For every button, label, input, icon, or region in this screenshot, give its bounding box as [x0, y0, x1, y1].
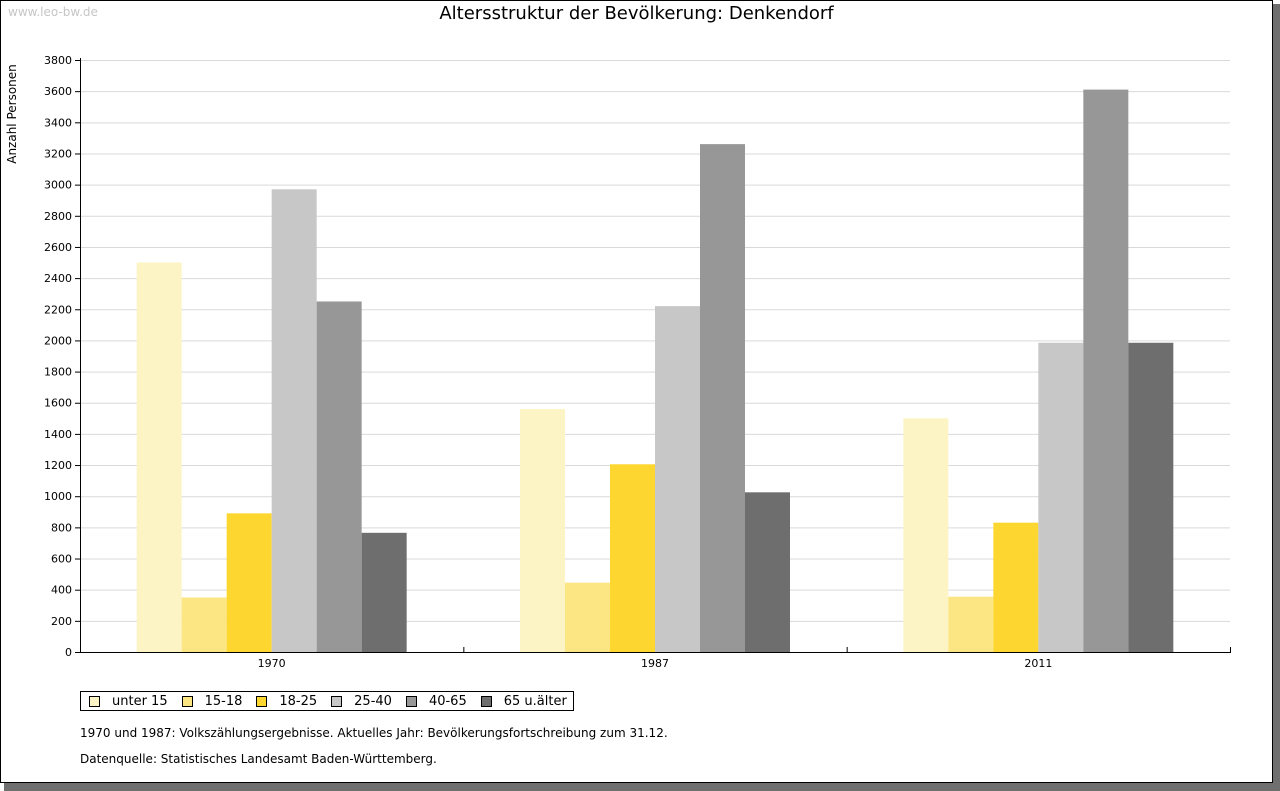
y-tick-label: 3200 [44, 147, 72, 160]
bar-1970-25-40 [271, 189, 317, 652]
legend-item: unter 15 [89, 694, 168, 709]
x-tick-label: 2011 [1024, 657, 1052, 670]
y-tick-label: 2800 [44, 210, 72, 223]
bar-2011-40-65 [1083, 89, 1129, 653]
legend-label: 40-65 [428, 693, 467, 709]
bar-1987-18-25 [610, 464, 655, 652]
legend-swatch [89, 695, 100, 707]
y-tick-label: 2200 [44, 303, 72, 316]
note-census: 1970 und 1987: Volkszählungsergebnisse. … [80, 726, 668, 740]
bar-2011-25-40 [1038, 342, 1084, 652]
y-tick-label: 1200 [44, 459, 72, 472]
legend-item: 25-40 [331, 694, 392, 709]
bar-1987-unter-15 [520, 408, 565, 652]
chart-title: Altersstruktur der Bevölkerung: Denkendo… [439, 3, 834, 24]
y-tick-label: 1000 [44, 490, 72, 503]
legend-item: 65 u.älter [480, 693, 567, 709]
bar-2011-15-18 [948, 596, 994, 652]
bar-1987-40-65 [700, 144, 745, 652]
x-tick-label: 1970 [258, 657, 286, 670]
legend: unter 15 15-18 18-25 25-40 40-65 65 u.älter [80, 691, 574, 711]
legend-label: unter 15 [112, 693, 168, 709]
legend-swatch [181, 695, 193, 707]
legend-swatch [331, 695, 343, 707]
y-tick-label: 1800 [44, 366, 72, 379]
legend-label: 65 u.älter [503, 693, 567, 709]
y-tick-label: 1400 [44, 428, 72, 441]
legend-item: 15-18 [181, 693, 243, 709]
y-tick-label: 3800 [44, 54, 72, 67]
y-tick-label: 0 [65, 646, 72, 659]
legend-swatch [256, 695, 268, 707]
frame-shadow-right [1273, 4, 1280, 791]
y-tick-label: 200 [51, 615, 72, 628]
bar-1970-65-u-lter [361, 532, 407, 652]
y-tick-label: 600 [51, 553, 72, 566]
y-tick-label: 2000 [44, 334, 72, 347]
y-tick-label: 2400 [44, 272, 72, 285]
bar-1987-25-40 [655, 306, 700, 652]
legend-item: 40-65 [405, 693, 467, 709]
bar-1987-15-18 [565, 582, 610, 652]
y-tick-label: 2600 [44, 241, 72, 254]
y-tick-label: 3400 [44, 116, 72, 129]
y-tick-label: 1600 [44, 397, 72, 410]
bar-chart: 0 200 400 600 800 1000 1200 1400 1600 1800 2000 220… [5, 54, 1231, 670]
note-source: Datenquelle: Statistisches Landesamt Bad… [80, 752, 437, 766]
y-axis-label: Anzahl Personen [5, 64, 19, 164]
y-tick-label: 800 [51, 521, 72, 534]
bar-1970-18-25 [226, 513, 272, 652]
y-tick-label: 3600 [44, 85, 72, 98]
bar-1970-unter-15 [136, 262, 182, 652]
y-tick-label: 3000 [44, 179, 72, 192]
legend-swatch [480, 695, 492, 707]
bar-2011-18-25 [993, 522, 1039, 652]
legend-item: 18-25 [256, 694, 317, 709]
bar-1987-65-u-lter [745, 492, 790, 652]
bar-1970-15-18 [181, 597, 227, 652]
bars [136, 89, 1174, 653]
y-tick-label: 400 [51, 584, 72, 597]
watermark: www.leo-bw.de [8, 5, 98, 19]
legend-swatch [405, 695, 417, 707]
legend-label: 25-40 [354, 693, 392, 709]
legend-label: 18-25 [279, 693, 318, 709]
axes [75, 58, 1231, 653]
bar-2011-unter-15 [903, 418, 949, 652]
legend-label: 15-18 [204, 693, 243, 709]
y-tick-labels: 0 200 400 600 800 1000 1200 1400 1600 1800 2000 220… [44, 54, 72, 659]
x-tick-labels: 1970 1987 2011 [258, 657, 1053, 670]
bar-1970-40-65 [316, 301, 362, 652]
frame-shadow-bottom [4, 783, 1280, 791]
x-tick-label: 1987 [641, 657, 669, 670]
bar-2011-65-u-lter [1128, 342, 1174, 652]
